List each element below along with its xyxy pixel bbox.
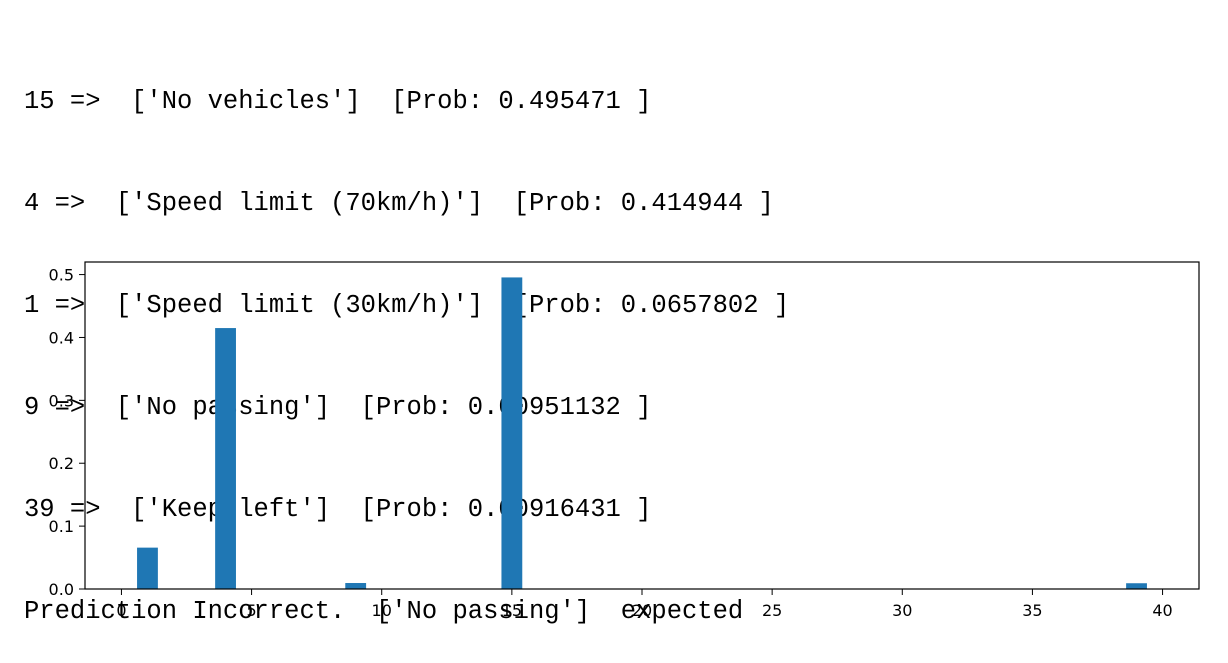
bar-class-9 [345, 583, 367, 589]
y-tick-label: 0.4 [49, 328, 74, 347]
y-tick-label: 0.5 [49, 266, 74, 285]
y-tick-label: 0.2 [49, 454, 74, 473]
output-line: 4 => ['Speed limit (70km/h)'] [Prob: 0.4… [24, 189, 774, 218]
x-tick-label: 35 [1022, 601, 1042, 620]
y-tick-label: 0.1 [49, 517, 74, 536]
bar-class-1 [137, 547, 158, 589]
output-line: 1 => ['Speed limit (30km/h)'] [Prob: 0.0… [24, 291, 790, 320]
output-line: 15 => ['No vehicles'] [Prob: 0.495471 ] [24, 87, 652, 116]
y-tick-label: 0.3 [49, 391, 74, 410]
bar-class-15 [501, 277, 523, 589]
x-tick-label: 30 [892, 601, 912, 620]
cell-output: 15 => ['No vehicles'] [Prob: 0.495471 ] … [24, 17, 789, 663]
x-tick-label: 0 [116, 601, 126, 620]
bar-class-39 [1126, 583, 1147, 589]
bars-group [137, 277, 1147, 589]
y-tick-label: 0.0 [49, 580, 74, 599]
x-tick-label: 15 [502, 601, 522, 620]
x-tick-label: 20 [632, 601, 652, 620]
bar-class-4 [215, 328, 236, 589]
plot-frame [84, 261, 1200, 590]
x-tick-label: 25 [762, 601, 782, 620]
x-tick-label: 10 [372, 601, 392, 620]
y-axis: 0.0 0.1 0.2 0.3 0.4 0.5 [49, 266, 85, 599]
x-axis: 0 5 10 15 20 25 30 35 40 [116, 589, 1173, 620]
probability-bar-chart: 0 5 10 15 20 25 30 35 40 0.0 0.1 0.2 0.3 0.4 0.5 [49, 261, 1200, 620]
x-tick-label: 40 [1152, 601, 1172, 620]
output-line: Prediction Incorrect. ['No passing'] exp… [24, 597, 744, 626]
x-tick-label: 5 [246, 601, 256, 620]
output-line: 39 => ['Keep left'] [Prob: 0.00916431 ] [24, 495, 652, 524]
